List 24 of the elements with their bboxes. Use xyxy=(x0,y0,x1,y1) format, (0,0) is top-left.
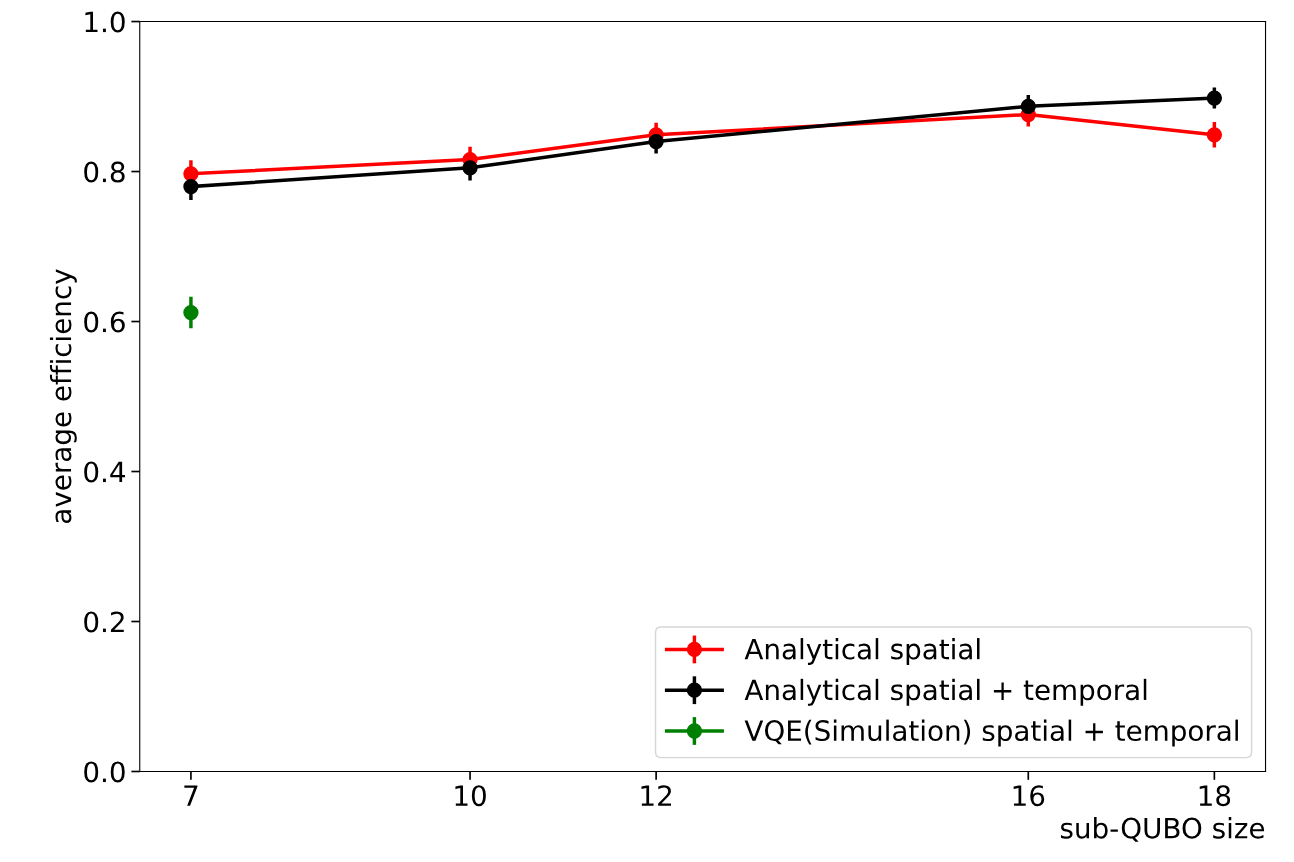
point xyxy=(1206,127,1222,143)
legend-label: Analytical spatial + temporal xyxy=(744,678,1147,706)
point xyxy=(1206,90,1222,106)
x-tick-label: 18 xyxy=(1199,785,1231,807)
point xyxy=(1020,98,1036,114)
y-tick-label: 0.2 xyxy=(84,611,124,633)
legend-label: VQE(Simulation) spatial + temporal xyxy=(744,719,1238,747)
point xyxy=(462,160,478,176)
x-tick-label: 12 xyxy=(641,785,672,806)
y-tick-label: 1.0 xyxy=(85,11,125,33)
point xyxy=(183,166,199,182)
y-axis-title: average efficiency xyxy=(49,269,77,524)
y-tick-label: 0.6 xyxy=(84,311,125,333)
x-tick-label: 16 xyxy=(1013,785,1045,807)
point xyxy=(648,133,664,150)
y-tick-label: 0.8 xyxy=(84,161,125,183)
y-tick-label: 0.4 xyxy=(84,461,125,483)
y-tick-label: 0.0 xyxy=(84,761,125,783)
x-tick-label: 7 xyxy=(184,785,198,806)
x-axis-title: sub-QUBO size xyxy=(1060,817,1265,842)
legend-label: Analytical spatial xyxy=(744,638,980,665)
point xyxy=(183,178,199,195)
point xyxy=(183,304,199,321)
x-tick-label: 10 xyxy=(455,785,486,807)
